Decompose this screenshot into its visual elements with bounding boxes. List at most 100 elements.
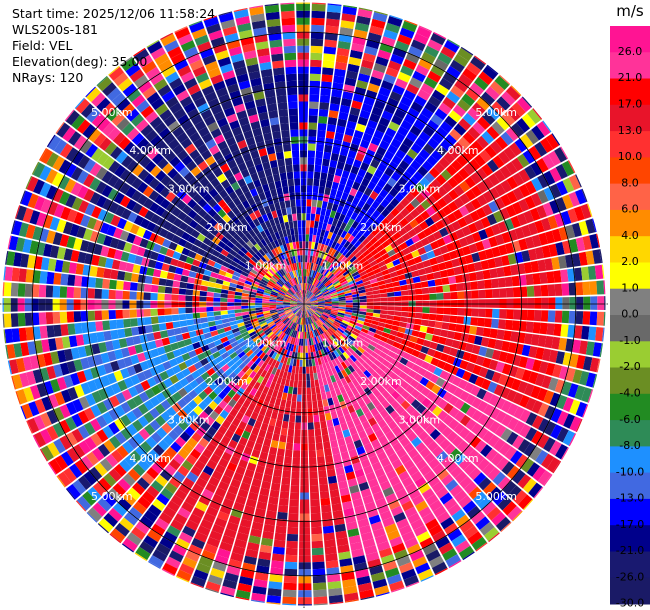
gate bbox=[427, 320, 436, 328]
gate bbox=[64, 163, 77, 178]
gate bbox=[361, 405, 370, 415]
gate bbox=[129, 450, 142, 463]
gate bbox=[541, 217, 552, 232]
gate bbox=[127, 345, 137, 356]
gate bbox=[585, 372, 596, 388]
gate bbox=[373, 184, 383, 195]
gate bbox=[375, 194, 385, 204]
gate bbox=[170, 494, 184, 507]
gate bbox=[297, 59, 309, 67]
gate bbox=[543, 437, 556, 453]
gate bbox=[34, 196, 46, 211]
gate bbox=[544, 405, 556, 420]
gate bbox=[407, 448, 419, 459]
gate bbox=[170, 342, 179, 351]
gate bbox=[71, 413, 83, 428]
gate bbox=[246, 462, 257, 472]
gate bbox=[284, 319, 291, 326]
gate bbox=[344, 232, 352, 241]
gate bbox=[89, 332, 98, 344]
gate bbox=[421, 408, 432, 419]
gate bbox=[193, 405, 203, 416]
gate bbox=[285, 281, 292, 289]
gate bbox=[276, 376, 283, 385]
gate bbox=[328, 247, 334, 255]
gate bbox=[445, 479, 459, 492]
gate bbox=[232, 355, 241, 363]
gate bbox=[555, 351, 565, 365]
gate bbox=[301, 317, 303, 325]
gate bbox=[304, 304, 309, 310]
gate bbox=[275, 320, 282, 326]
gate bbox=[349, 396, 358, 405]
gate bbox=[319, 484, 329, 492]
gate bbox=[97, 443, 111, 458]
gate bbox=[551, 256, 560, 270]
gate bbox=[321, 325, 327, 332]
gate bbox=[482, 269, 491, 280]
gate bbox=[40, 257, 50, 271]
gate bbox=[495, 361, 505, 373]
gate bbox=[130, 113, 145, 127]
gate bbox=[379, 409, 389, 419]
gate bbox=[398, 143, 410, 154]
gate bbox=[262, 298, 270, 302]
gate bbox=[204, 222, 214, 232]
gate bbox=[396, 331, 405, 339]
gate bbox=[284, 568, 298, 577]
gate bbox=[168, 358, 178, 368]
gate bbox=[402, 366, 412, 375]
gate bbox=[243, 346, 251, 354]
gate bbox=[309, 485, 319, 493]
gate bbox=[358, 208, 367, 218]
gate bbox=[244, 223, 253, 232]
gate bbox=[367, 270, 375, 277]
gate bbox=[358, 289, 366, 294]
gate bbox=[276, 299, 284, 302]
gate bbox=[301, 331, 304, 339]
gate bbox=[253, 347, 261, 355]
gate bbox=[315, 291, 322, 296]
gate bbox=[351, 387, 359, 396]
gate bbox=[545, 362, 556, 376]
gate bbox=[408, 369, 418, 379]
gate bbox=[554, 147, 568, 163]
gate bbox=[220, 289, 229, 294]
gate bbox=[233, 331, 241, 338]
gate bbox=[241, 373, 249, 382]
gate bbox=[460, 402, 471, 414]
gate bbox=[265, 510, 277, 519]
gate bbox=[299, 298, 304, 304]
gate bbox=[376, 146, 387, 157]
gate bbox=[314, 421, 321, 430]
gate bbox=[171, 184, 182, 196]
gate bbox=[317, 273, 323, 281]
gate bbox=[273, 426, 282, 435]
gate bbox=[83, 173, 95, 188]
gate bbox=[305, 359, 309, 367]
gate bbox=[406, 83, 420, 95]
gate bbox=[355, 279, 364, 285]
gate bbox=[213, 167, 223, 178]
gate bbox=[246, 339, 255, 347]
gate bbox=[423, 470, 436, 482]
gate bbox=[492, 308, 500, 319]
gate bbox=[250, 411, 259, 421]
gate bbox=[67, 323, 76, 335]
gate bbox=[300, 304, 304, 310]
gate bbox=[343, 359, 351, 368]
gate bbox=[123, 141, 136, 155]
gate bbox=[118, 136, 131, 150]
gate bbox=[300, 478, 309, 486]
gate bbox=[466, 62, 482, 76]
gate bbox=[182, 477, 195, 489]
gate bbox=[300, 457, 309, 465]
gate bbox=[248, 300, 256, 303]
gate bbox=[567, 383, 579, 398]
gate bbox=[311, 387, 316, 395]
gate bbox=[365, 291, 374, 296]
gate bbox=[338, 346, 345, 354]
gate bbox=[457, 47, 473, 62]
gate bbox=[91, 92, 106, 107]
gate bbox=[310, 306, 318, 310]
